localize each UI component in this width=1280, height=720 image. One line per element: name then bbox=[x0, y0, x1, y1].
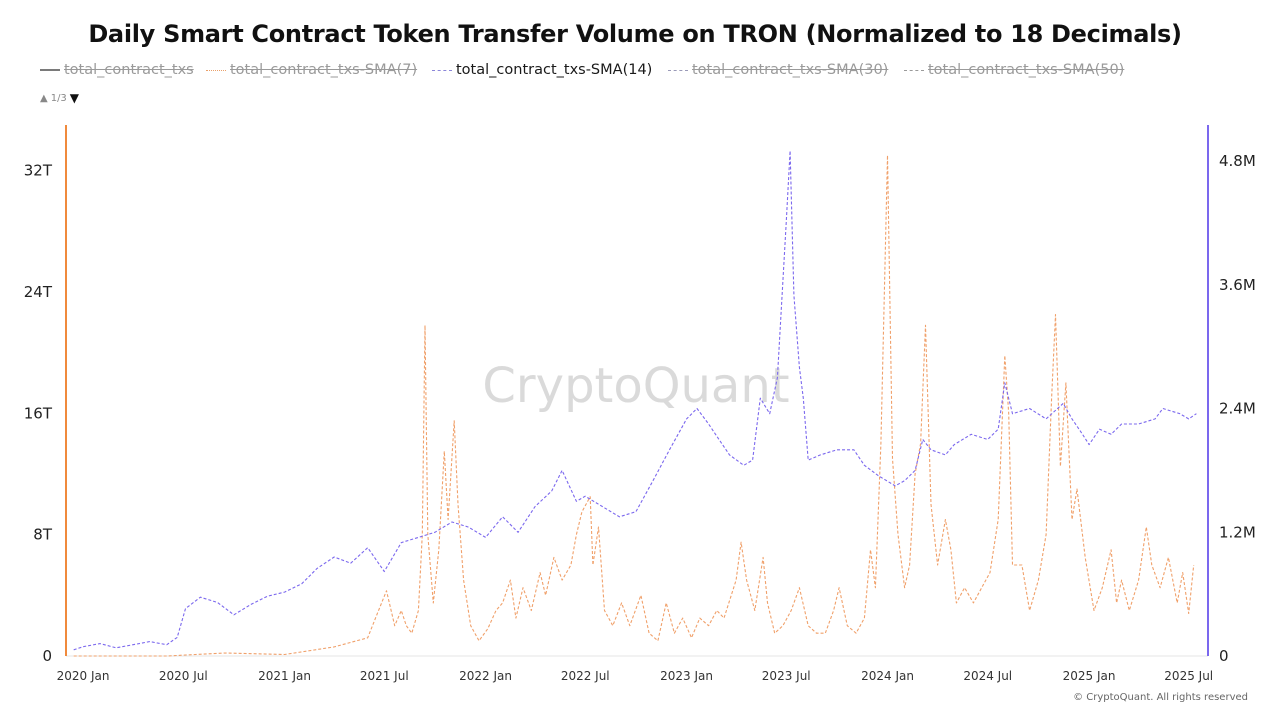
triangle-up-icon[interactable]: ▲ bbox=[40, 92, 48, 104]
x-tick-label: 2023 Jul bbox=[762, 669, 811, 683]
x-tick-label: 2025 Jan bbox=[1063, 669, 1116, 683]
x-tick-label: 2021 Jul bbox=[360, 669, 409, 683]
x-tick-label: 2024 Jan bbox=[861, 669, 914, 683]
legend-item-label: total_contract_txs bbox=[64, 62, 194, 78]
dashed-line-icon bbox=[904, 69, 924, 71]
y-left-tick-label: 32T bbox=[24, 162, 53, 180]
dashed-line-icon bbox=[668, 69, 688, 71]
x-tick-label: 2024 Jul bbox=[963, 669, 1012, 683]
chart-title: Daily Smart Contract Token Transfer Volu… bbox=[88, 20, 1182, 48]
triangle-down-icon[interactable]: ▼ bbox=[69, 91, 80, 105]
y-left-tick-label: 16T bbox=[24, 404, 53, 422]
legend-item-sma-30[interactable]: total_contract_txs-SMA(30) bbox=[668, 62, 888, 78]
legend-item-label: total_contract_txs-SMA(7) bbox=[230, 62, 418, 78]
legend: total_contract_txs total_contract_txs-SM… bbox=[40, 62, 1260, 84]
y-right-tick-label: 3.6M bbox=[1219, 276, 1256, 294]
dotted-line-icon bbox=[206, 69, 226, 71]
legend-item-label: total_contract_txs-SMA(30) bbox=[692, 62, 889, 78]
watermark: CryptoQuant bbox=[482, 358, 789, 414]
legend-item-label: total_contract_txs-SMA(14) bbox=[456, 62, 653, 78]
x-tick-label: 2022 Jul bbox=[561, 669, 610, 683]
x-tick-label: 2025 Jul bbox=[1164, 669, 1213, 683]
legend-pager: ▲ 1/3 ▼ bbox=[40, 91, 79, 105]
series-line-sma-14 bbox=[73, 150, 1197, 651]
legend-item-sma-14[interactable]: total_contract_txs-SMA(14) bbox=[432, 62, 652, 78]
x-tick-label: 2023 Jan bbox=[660, 669, 713, 683]
y-left-tick-label: 24T bbox=[24, 283, 53, 301]
legend-item-sma-50[interactable]: total_contract_txs-SMA(50) bbox=[904, 62, 1124, 78]
y-right-tick-label: 4.8M bbox=[1219, 152, 1256, 170]
y-left-tick-label: 8T bbox=[33, 526, 53, 544]
x-tick-label: 2020 Jul bbox=[159, 669, 208, 683]
legend-item-sma-7[interactable]: total_contract_txs-SMA(7) bbox=[206, 62, 417, 78]
solid-line-icon bbox=[40, 69, 60, 71]
dashed-line-icon bbox=[432, 69, 452, 71]
y-right-tick-label: 0 bbox=[1219, 647, 1229, 665]
copyright-notice: © CryptoQuant. All rights reserved bbox=[1073, 692, 1248, 703]
legend-item-label: total_contract_txs-SMA(50) bbox=[928, 62, 1125, 78]
x-tick-label: 2020 Jan bbox=[57, 669, 110, 683]
series-line-transfer-volume bbox=[73, 154, 1195, 657]
pager-label: 1/3 bbox=[50, 92, 67, 104]
x-tick-label: 2021 Jan bbox=[258, 669, 311, 683]
legend-item-total-contract-txs[interactable]: total_contract_txs bbox=[40, 62, 194, 78]
x-tick-label: 2022 Jan bbox=[459, 669, 512, 683]
y-right-tick-label: 1.2M bbox=[1219, 523, 1256, 541]
y-left-tick-label: 0 bbox=[42, 647, 52, 665]
y-right-tick-label: 2.4M bbox=[1219, 400, 1256, 418]
